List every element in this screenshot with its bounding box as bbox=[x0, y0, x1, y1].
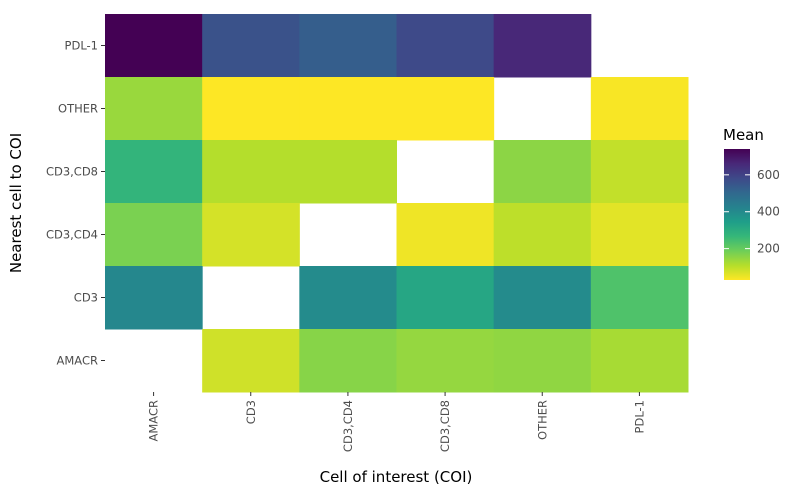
heatmap-cell bbox=[396, 77, 495, 141]
y-tick-label: PDL-1 bbox=[65, 39, 98, 53]
y-tick-label: AMACR bbox=[57, 354, 98, 368]
heatmap-cell bbox=[202, 14, 300, 78]
legend-title: Mean bbox=[723, 126, 764, 144]
heatmap-cell bbox=[493, 140, 592, 204]
legend-tick-label: 400 bbox=[757, 205, 780, 219]
heatmap-cell bbox=[590, 140, 689, 204]
heatmap-cell bbox=[202, 329, 300, 393]
heatmap-cell bbox=[202, 77, 300, 141]
x-tick-label: OTHER bbox=[535, 400, 549, 440]
x-tick-label: CD3,CD8 bbox=[438, 400, 452, 452]
heatmap-cell bbox=[493, 203, 592, 267]
color-legend: Mean 200 400 600 bbox=[723, 126, 780, 280]
x-axis: AMACR CD3 CD3,CD4 CD3,CD8 OTHER PDL-1 bbox=[147, 392, 646, 452]
heatmap-cell bbox=[105, 140, 203, 204]
y-axis-title: Nearest cell to COI bbox=[7, 133, 25, 273]
legend-tick-label: 200 bbox=[757, 242, 780, 256]
heatmap-cell bbox=[299, 266, 397, 330]
heatmap-cell bbox=[590, 329, 689, 393]
legend-tick-label: 600 bbox=[757, 168, 780, 182]
heatmap-cell bbox=[493, 329, 592, 393]
heatmap-cell bbox=[105, 203, 203, 267]
x-tick-label: PDL-1 bbox=[632, 400, 646, 433]
x-tick-label: CD3,CD4 bbox=[341, 400, 355, 452]
heatmap-cell bbox=[202, 203, 300, 267]
heatmap-cell bbox=[299, 140, 397, 204]
x-tick-label: CD3 bbox=[244, 400, 258, 424]
heatmap-cell bbox=[202, 140, 300, 204]
heatmap-cell bbox=[493, 14, 592, 78]
heatmap-cell bbox=[590, 77, 689, 141]
y-tick-label: CD3,CD4 bbox=[46, 228, 98, 242]
heatmap-cell bbox=[396, 266, 495, 330]
y-tick-label: CD3,CD8 bbox=[46, 165, 98, 179]
x-tick-label: AMACR bbox=[147, 400, 161, 441]
heatmap-cell bbox=[590, 266, 689, 330]
heatmap-cell bbox=[299, 14, 397, 78]
y-axis: AMACR CD3 CD3,CD4 CD3,CD8 OTHER PDL-1 bbox=[46, 39, 105, 368]
heatmap-cells bbox=[105, 14, 689, 393]
y-tick-label: OTHER bbox=[58, 102, 98, 116]
heatmap-cell bbox=[396, 14, 495, 78]
y-tick-label: CD3 bbox=[74, 291, 98, 305]
heatmap-cell bbox=[493, 266, 592, 330]
heatmap-cell bbox=[299, 77, 397, 141]
heatmap-cell bbox=[396, 203, 495, 267]
heatmap-cell bbox=[105, 77, 203, 141]
heatmap-cell bbox=[396, 329, 495, 393]
x-axis-title: Cell of interest (COI) bbox=[320, 468, 473, 486]
heatmap-cell bbox=[105, 266, 203, 330]
legend-colorbar bbox=[724, 149, 750, 280]
heatmap-cell bbox=[590, 203, 689, 267]
heatmap-cell bbox=[299, 329, 397, 393]
heatmap-cell bbox=[105, 14, 203, 78]
